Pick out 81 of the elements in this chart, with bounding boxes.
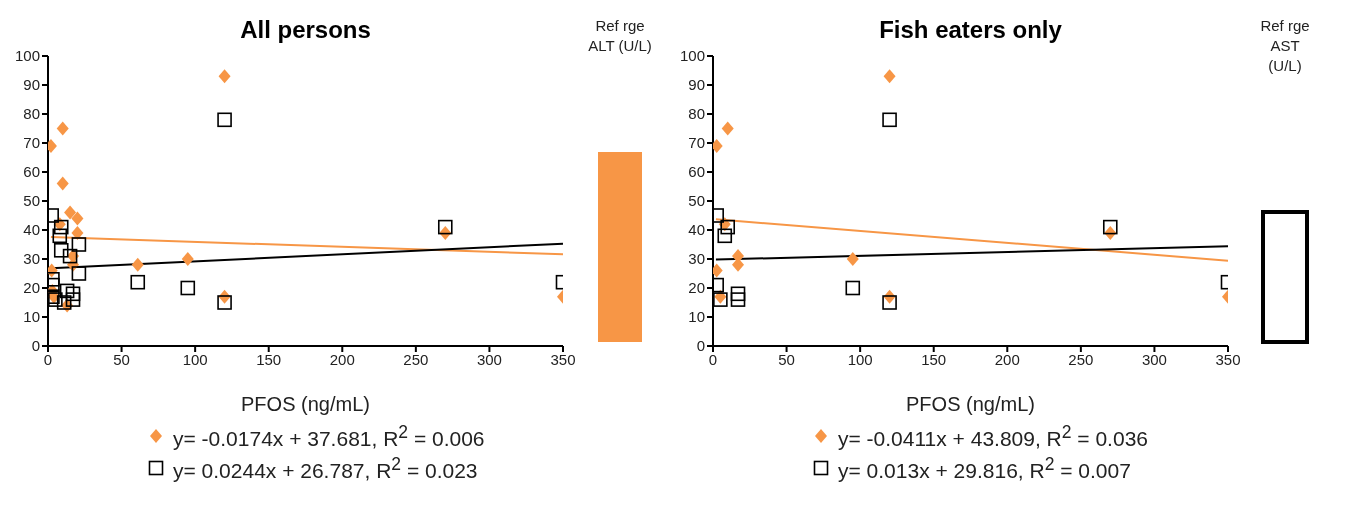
y-tick-label: 100 — [14, 47, 40, 65]
x-axis-title: PFOS (ng/mL) — [906, 393, 1035, 415]
x-tick-label: 100 — [847, 350, 873, 368]
point — [71, 266, 87, 281]
chart-title: All persons — [239, 16, 372, 44]
point — [217, 112, 232, 128]
point — [71, 211, 84, 226]
point — [71, 225, 84, 240]
point — [56, 121, 69, 136]
point — [180, 280, 196, 296]
point — [845, 280, 861, 296]
text: Ref rge ALT (U/L) — [588, 16, 652, 56]
y-tick-label: 90 — [23, 76, 40, 94]
y-tick-label: 80 — [23, 105, 40, 123]
point — [217, 295, 232, 310]
x-tick-label: 350 — [550, 350, 576, 368]
x-tick-label: 100 — [182, 350, 208, 368]
x-tick-label: 300 — [476, 350, 502, 368]
point — [437, 219, 453, 235]
legend-label: y= 0.0244x + 26.787, R$^{2}$ = 0.023 — [173, 453, 478, 483]
x-tick-label: 0 — [708, 350, 718, 368]
y-tick-label: 40 — [23, 221, 40, 239]
y-tick-label: 90 — [688, 76, 705, 94]
point — [56, 176, 69, 191]
point — [64, 205, 77, 220]
point — [883, 69, 896, 84]
y-tick-label: 60 — [688, 163, 705, 181]
x-tick-label: 150 — [921, 350, 947, 368]
y-tick-label: 40 — [688, 221, 705, 239]
point — [882, 295, 897, 310]
y-tick-label: 0 — [696, 337, 705, 355]
point — [730, 286, 746, 302]
point — [218, 69, 231, 84]
x-tick-label: 300 — [1141, 350, 1167, 368]
point — [130, 274, 146, 290]
y-tick-label: 70 — [688, 134, 705, 152]
point — [59, 283, 75, 299]
legend-label: y= -0.0411x + 43.809, R$^{2}$ = 0.036 — [838, 421, 1148, 451]
point — [730, 292, 746, 307]
point — [846, 252, 859, 266]
y-tick-label: 20 — [23, 279, 40, 297]
y-tick-label: 30 — [688, 250, 705, 268]
legend-label: y= -0.0174x + 37.681, R$^{2}$ = 0.006 — [173, 421, 485, 451]
y-tick-label: 100 — [679, 47, 705, 65]
point — [71, 237, 87, 252]
x-tick-label: 250 — [1068, 350, 1094, 368]
point — [1102, 219, 1118, 235]
point — [52, 228, 68, 244]
point — [62, 248, 78, 264]
text: Ref rge AST (U/L) — [1259, 16, 1311, 76]
y-tick-label: 10 — [688, 308, 705, 326]
y-tick-label: 50 — [688, 192, 705, 210]
legend-label: y= 0.013x + 29.816, R$^{2}$ = 0.007 — [838, 453, 1131, 483]
y-tick-label: 80 — [688, 105, 705, 123]
point — [131, 257, 144, 272]
y-tick-label: 0 — [31, 337, 40, 355]
x-tick-label: 200 — [329, 350, 355, 368]
point — [717, 228, 733, 244]
x-tick-label: 50 — [778, 350, 795, 368]
x-tick-label: 200 — [994, 350, 1020, 368]
y-tick-label: 10 — [23, 308, 40, 326]
point — [181, 252, 194, 266]
point — [65, 292, 81, 307]
y-tick-label: 50 — [23, 192, 40, 210]
x-tick-label: 350 — [1215, 350, 1241, 368]
point — [56, 295, 72, 310]
point — [720, 219, 736, 235]
x-axis-title: PFOS (ng/mL) — [241, 393, 370, 415]
x-tick-label: 250 — [403, 350, 429, 368]
y-tick-label: 60 — [23, 163, 40, 181]
chart-title: Fish eaters only — [878, 16, 1063, 44]
point — [53, 243, 69, 258]
point — [721, 121, 734, 136]
y-tick-label: 30 — [23, 250, 40, 268]
y-tick-label: 20 — [688, 279, 705, 297]
x-tick-label: 150 — [256, 350, 282, 368]
x-tick-label: 50 — [113, 350, 130, 368]
point — [882, 112, 897, 128]
x-tick-label: 0 — [43, 350, 53, 368]
point — [65, 286, 81, 302]
y-tick-label: 70 — [23, 134, 40, 152]
